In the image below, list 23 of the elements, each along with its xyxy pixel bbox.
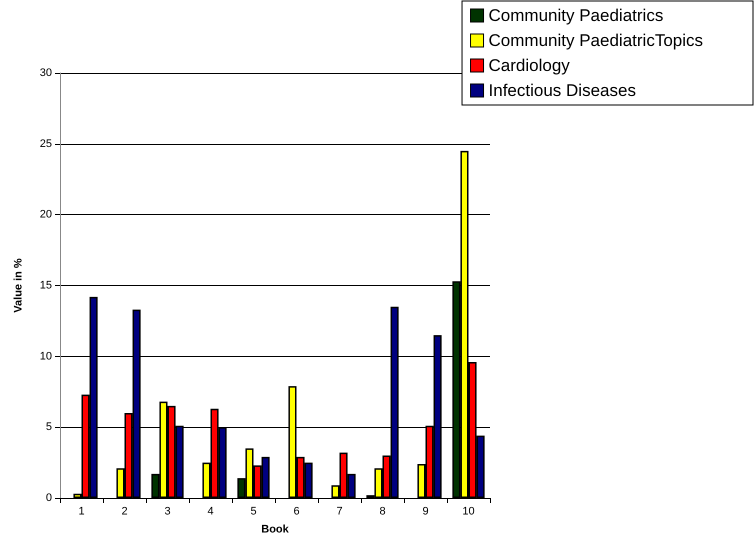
- y-tick-label: 5: [46, 421, 52, 434]
- y-tick-label: 15: [40, 280, 52, 292]
- x-tick-label: 4: [207, 506, 214, 518]
- x-tick-label: 9: [422, 506, 429, 518]
- legend-label: Infectious Diseases: [488, 81, 636, 100]
- x-tick-label: 10: [462, 506, 475, 518]
- y-tick-label: 25: [40, 138, 52, 150]
- legend-label: Community Paediatrics: [488, 6, 664, 25]
- x-tick-label: 7: [336, 506, 343, 518]
- x-tick-label: 8: [379, 506, 386, 518]
- x-tick-label: 2: [121, 506, 128, 518]
- y-tick-label: 10: [40, 350, 52, 362]
- y-tick-label: 20: [40, 208, 52, 221]
- legend-label: Community PaediatricTopics: [488, 31, 703, 50]
- y-tick-label: 30: [40, 67, 52, 79]
- x-tick-label: 3: [164, 506, 171, 518]
- x-axis-title: Book: [261, 524, 290, 536]
- x-tick-label: 6: [293, 506, 300, 518]
- x-tick-label: 5: [250, 506, 257, 518]
- y-axis-title: Value in %: [12, 258, 24, 313]
- y-tick-label: 0: [46, 492, 52, 504]
- legend-label: Cardiology: [488, 56, 570, 75]
- x-tick-label: 1: [78, 506, 85, 518]
